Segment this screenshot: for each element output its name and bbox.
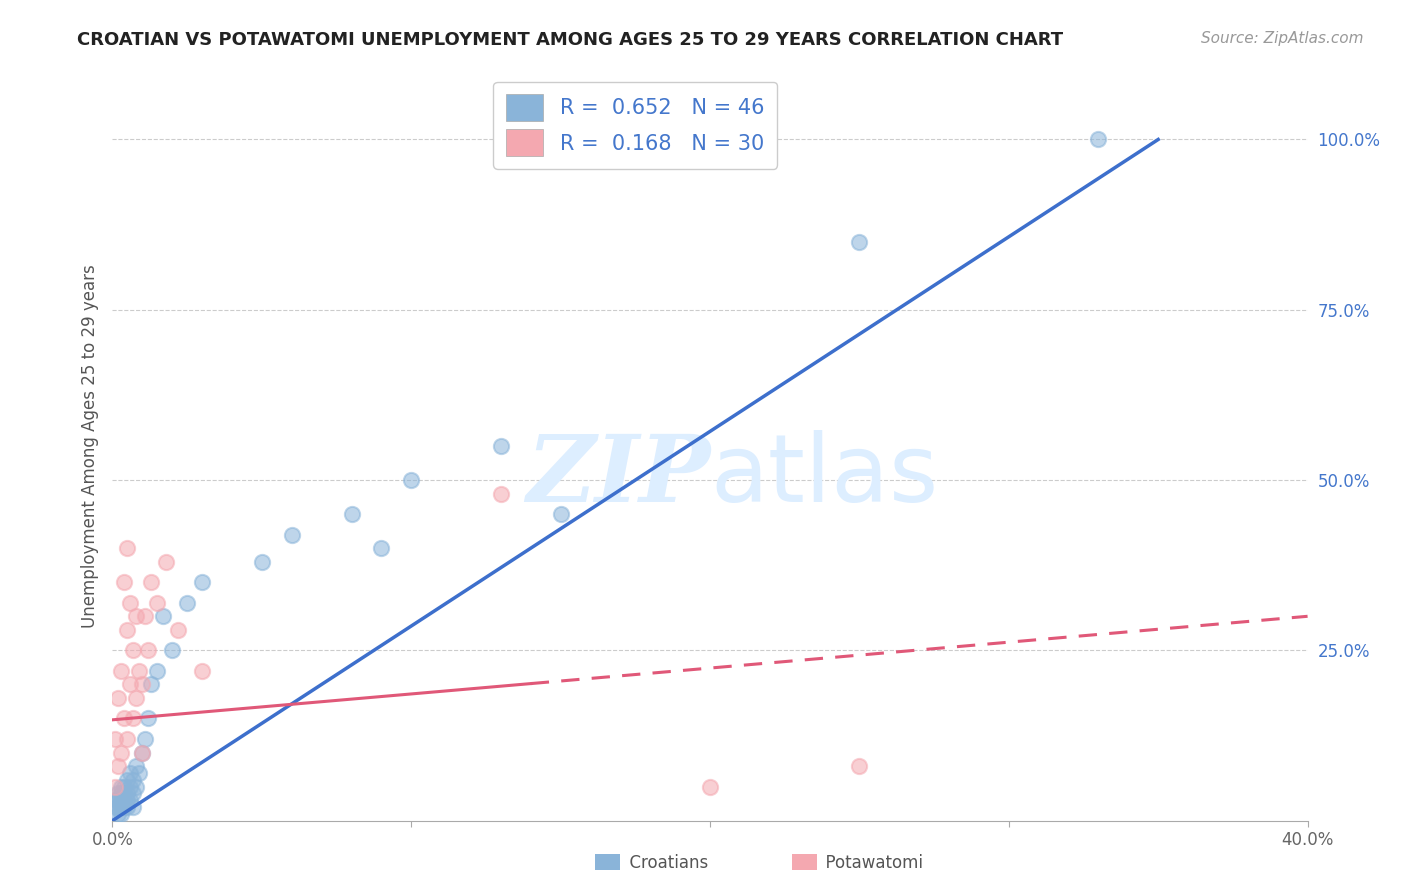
Point <box>141 575 163 590</box>
Point <box>122 786 145 800</box>
Point <box>107 786 129 800</box>
Point <box>114 780 135 794</box>
Point <box>848 235 870 249</box>
Text: Source: ZipAtlas.com: Source: ZipAtlas.com <box>1201 31 1364 46</box>
Point <box>125 759 148 773</box>
Point <box>110 806 132 821</box>
Point <box>104 793 127 807</box>
Point <box>120 596 142 610</box>
Point <box>117 541 139 556</box>
Point <box>120 793 142 807</box>
Text: ZIP: ZIP <box>526 431 710 521</box>
Point <box>138 643 160 657</box>
Point <box>191 575 214 590</box>
Text: CROATIAN VS POTAWATOMI UNEMPLOYMENT AMONG AGES 25 TO 29 YEARS CORRELATION CHART: CROATIAN VS POTAWATOMI UNEMPLOYMENT AMON… <box>77 31 1063 49</box>
Point <box>134 609 156 624</box>
Y-axis label: Unemployment Among Ages 25 to 29 years: Unemployment Among Ages 25 to 29 years <box>80 264 98 628</box>
Point <box>155 555 177 569</box>
Point <box>104 780 127 794</box>
Point <box>120 677 142 691</box>
Point <box>122 643 145 657</box>
Point <box>114 800 135 814</box>
Point <box>104 731 127 746</box>
Point <box>138 711 160 725</box>
Point <box>107 806 129 821</box>
Text: Croatians: Croatians <box>619 855 707 872</box>
Point <box>489 439 512 453</box>
Text: atlas: atlas <box>710 430 938 522</box>
Point <box>131 746 153 760</box>
Point <box>125 691 148 706</box>
Point <box>117 800 139 814</box>
Point <box>146 664 169 678</box>
FancyBboxPatch shape <box>792 854 817 870</box>
Point <box>176 596 198 610</box>
Point <box>122 772 145 787</box>
Point <box>114 793 135 807</box>
Point <box>489 486 512 500</box>
FancyBboxPatch shape <box>595 854 620 870</box>
Point <box>122 800 145 814</box>
Point <box>250 555 273 569</box>
Point <box>401 473 423 487</box>
Point <box>110 786 132 800</box>
Point <box>848 759 870 773</box>
Point <box>125 780 148 794</box>
Point <box>110 800 132 814</box>
Point <box>114 786 135 800</box>
Point <box>152 609 174 624</box>
Point <box>131 677 153 691</box>
Point <box>131 746 153 760</box>
Point <box>1087 132 1109 146</box>
Point <box>122 711 145 725</box>
Point <box>134 731 156 746</box>
Point <box>110 780 132 794</box>
Point <box>128 766 150 780</box>
Point <box>370 541 392 556</box>
Point <box>550 507 572 521</box>
Point <box>110 746 132 760</box>
Point <box>110 793 132 807</box>
Point <box>107 691 129 706</box>
Point <box>110 664 132 678</box>
Point <box>120 780 142 794</box>
Point <box>117 731 139 746</box>
Point <box>114 711 135 725</box>
Point <box>125 609 148 624</box>
Point <box>107 800 129 814</box>
Text: Potawatomi: Potawatomi <box>815 855 924 872</box>
Point <box>141 677 163 691</box>
Point <box>117 772 139 787</box>
Point <box>699 780 721 794</box>
Point <box>162 643 183 657</box>
Point <box>117 793 139 807</box>
Point <box>167 623 190 637</box>
Point <box>117 623 139 637</box>
Point <box>146 596 169 610</box>
Legend: R =  0.652   N = 46, R =  0.168   N = 30: R = 0.652 N = 46, R = 0.168 N = 30 <box>494 82 778 169</box>
Point <box>191 664 214 678</box>
Point <box>340 507 363 521</box>
Point <box>120 766 142 780</box>
Point <box>128 664 150 678</box>
Point <box>107 793 129 807</box>
Point <box>107 759 129 773</box>
Point <box>117 786 139 800</box>
Point <box>114 575 135 590</box>
Point <box>104 800 127 814</box>
Point <box>281 527 304 541</box>
